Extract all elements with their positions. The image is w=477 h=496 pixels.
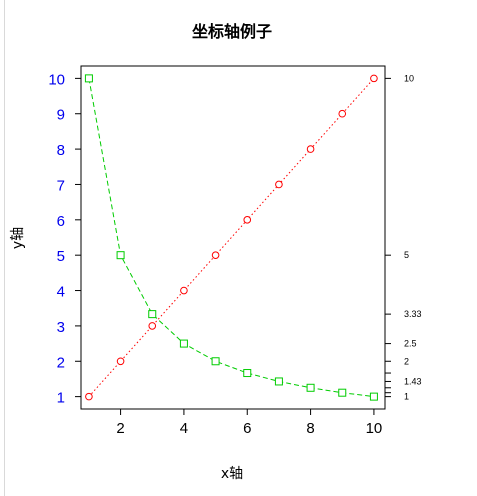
x-tick-label: 10	[366, 420, 383, 437]
y-right-tick-label: 2.5	[404, 339, 417, 349]
x-tick-label: 6	[243, 420, 251, 437]
y-left-tick-label: 4	[57, 284, 65, 301]
x-tick-label: 4	[180, 420, 188, 437]
y-left-tick-label: 9	[57, 107, 65, 124]
series-1-point	[116, 357, 125, 366]
series-1-point	[306, 145, 315, 153]
chart-title: 坐标轴例子	[192, 22, 272, 41]
series-1-point	[211, 251, 220, 259]
series-2-point	[179, 339, 188, 348]
y-left-tick-label: 1	[57, 390, 65, 407]
series-1-point	[180, 286, 188, 295]
series-1-point	[338, 109, 347, 118]
y-left-tick-label: 10	[48, 71, 65, 88]
y-axis-title: y轴	[10, 227, 26, 249]
series-1-point	[275, 180, 283, 189]
y-right-tick-label: 3.33	[404, 309, 422, 319]
y-right-tick-label: 5	[404, 250, 409, 260]
series-2-point	[338, 388, 347, 397]
window-edge	[4, 0, 5, 496]
y-right-tick-label: 1	[404, 392, 409, 402]
series-1-point	[243, 216, 252, 224]
x-tick-label: 8	[306, 420, 314, 437]
x-axis-title: x轴	[221, 466, 243, 482]
y-right-tick-label: 10	[404, 73, 414, 83]
series-1-point	[370, 74, 378, 83]
series-2-point	[84, 74, 93, 83]
y-left-tick-label: 6	[57, 213, 65, 230]
series-1-line	[88, 78, 375, 397]
series-1-point	[148, 322, 157, 330]
series-1-point	[85, 392, 93, 401]
x-tick-label: 2	[116, 420, 124, 437]
plot-frame	[80, 65, 386, 410]
y-left-tick-label: 3	[57, 319, 65, 336]
series-2-point	[243, 369, 252, 378]
series-2-point	[274, 377, 283, 386]
series-2-line	[88, 78, 374, 398]
series-2-point	[306, 383, 315, 392]
y-left-tick-label: 7	[57, 177, 65, 194]
y-left-tick-label: 2	[57, 354, 65, 371]
y-right-tick-label: 1.43	[404, 376, 422, 386]
series-2-point	[211, 357, 220, 366]
series-2-point	[148, 310, 157, 319]
y-right-tick-label: 2	[404, 356, 409, 366]
y-left-tick-label: 5	[57, 248, 65, 265]
y-left-tick-label: 8	[57, 142, 65, 159]
series-2-point	[369, 392, 378, 401]
series-2-point	[116, 251, 125, 260]
